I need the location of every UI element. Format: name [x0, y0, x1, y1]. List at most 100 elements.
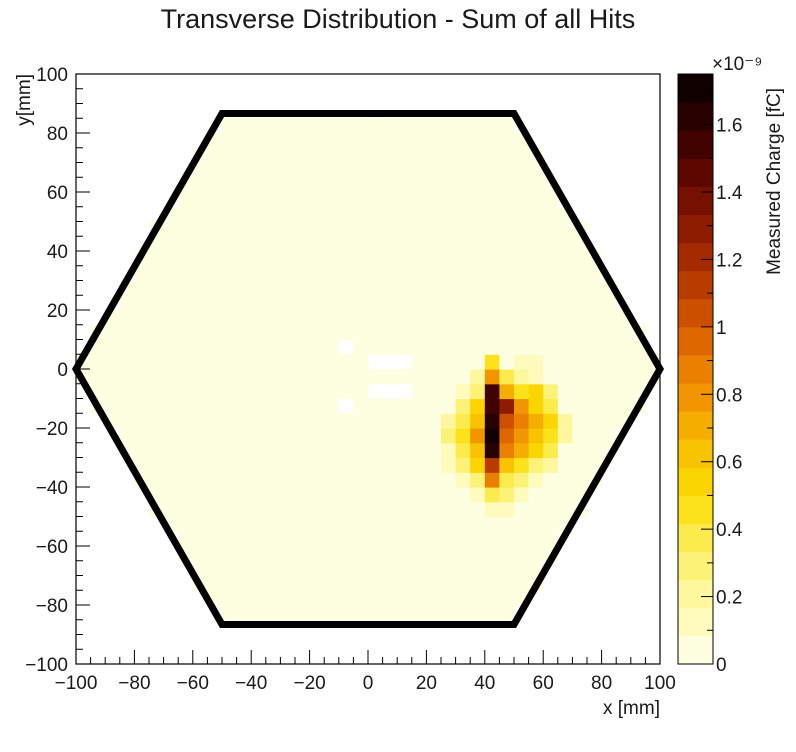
heatmap-cell [499, 442, 515, 459]
heatmap-cell [295, 457, 311, 473]
heatmap-cell [368, 560, 384, 577]
heatmap-cell [222, 295, 238, 311]
heatmap-cell [295, 546, 311, 562]
heatmap-cell [251, 354, 267, 370]
heatmap-cell [338, 133, 354, 149]
heatmap-cell [149, 442, 165, 459]
heatmap-cell [265, 310, 281, 326]
heatmap-cell [324, 133, 340, 149]
heatmap-cell [528, 369, 544, 385]
heatmap-cell [324, 457, 340, 473]
heatmap-cell [499, 221, 515, 237]
heatmap-cell [178, 501, 194, 518]
heatmap-cell [411, 442, 427, 459]
heatmap-cell [105, 339, 121, 355]
heatmap-cell [543, 310, 559, 326]
heatmap-cell [426, 560, 442, 577]
heatmap-cell [222, 133, 238, 149]
heatmap-cell [192, 501, 208, 518]
color-bar-segment [678, 158, 713, 187]
heatmap-cell [119, 339, 135, 355]
heatmap-cell [295, 236, 311, 252]
heatmap-cell [587, 324, 603, 341]
heatmap-cell [192, 560, 208, 577]
color-bar-segment [678, 439, 713, 468]
heatmap-cell [236, 221, 252, 237]
heatmap-cell [207, 310, 223, 326]
heatmap-cell [411, 192, 427, 208]
heatmap-cell [324, 487, 340, 503]
heatmap-cell [411, 501, 427, 518]
heatmap-cell [207, 413, 223, 429]
heatmap-cell [484, 442, 500, 459]
heatmap-cell [280, 560, 296, 577]
x-tick-label: −40 [235, 673, 267, 694]
heatmap-cell [397, 251, 413, 267]
heatmap-cell [368, 442, 384, 459]
heatmap-cell [411, 605, 427, 621]
heatmap-cell [353, 487, 369, 503]
heatmap-cell [441, 590, 457, 606]
heatmap-cell [338, 162, 354, 178]
heatmap-cell [441, 265, 457, 282]
color-bar-segment [678, 74, 713, 103]
heatmap-cell [280, 413, 296, 429]
heatmap-cell [368, 280, 384, 296]
heatmap-cell [368, 339, 384, 355]
heatmap-cell [543, 221, 559, 237]
heatmap-cell [353, 147, 369, 164]
heatmap-cell [90, 369, 106, 385]
heatmap-cell [470, 118, 486, 134]
heatmap-cell [411, 546, 427, 562]
heatmap-cell [426, 324, 442, 341]
heatmap-cell [222, 531, 238, 547]
heatmap-cell [324, 575, 340, 591]
heatmap-cell [499, 251, 515, 267]
heatmap-cell [499, 428, 515, 444]
heatmap-cell [455, 531, 471, 547]
heatmap-cell [134, 354, 150, 370]
heatmap-cell [222, 162, 238, 178]
heatmap-cell [441, 251, 457, 267]
heatmap-cell [514, 472, 530, 488]
heatmap-cell [484, 324, 500, 341]
heatmap-cell [295, 487, 311, 503]
heatmap-cell [382, 206, 398, 223]
heatmap-cell [338, 177, 354, 193]
heatmap-cell [411, 339, 427, 355]
heatmap-cell [499, 472, 515, 488]
x-tick-label: −20 [293, 673, 325, 694]
heatmap-cell [192, 413, 208, 429]
heatmap-cell [280, 457, 296, 473]
heatmap-cell [295, 472, 311, 488]
heatmap-cell [178, 398, 194, 414]
heatmap-cell [236, 487, 252, 503]
heatmap-cell [338, 369, 354, 385]
heatmap-cell [207, 354, 223, 370]
heatmap-cell [251, 236, 267, 252]
heatmap-cell [236, 310, 252, 326]
heatmap-cell [265, 516, 281, 532]
heatmap-cell [587, 310, 603, 326]
heatmap-cell [455, 501, 471, 518]
heatmap-cell [222, 487, 238, 503]
heatmap-cell [557, 457, 573, 473]
heatmap-cell [309, 560, 325, 577]
heatmap-cell [192, 192, 208, 208]
heatmap-cell [236, 177, 252, 193]
heatmap-cell [265, 324, 281, 341]
heatmap-cell [587, 383, 603, 400]
heatmap-cell [528, 546, 544, 562]
heatmap-cell [207, 501, 223, 518]
heatmap-cell [105, 383, 121, 400]
heatmap-cell [455, 516, 471, 532]
heatmap-cell [441, 531, 457, 547]
heatmap-cell [426, 118, 442, 134]
heatmap-cell [470, 324, 486, 341]
heatmap-cell [484, 590, 500, 606]
heatmap-cell [484, 369, 500, 385]
heatmap-cell [587, 413, 603, 429]
heatmap-cell [265, 457, 281, 473]
heatmap-cell [222, 280, 238, 296]
heatmap-cell [455, 383, 471, 400]
